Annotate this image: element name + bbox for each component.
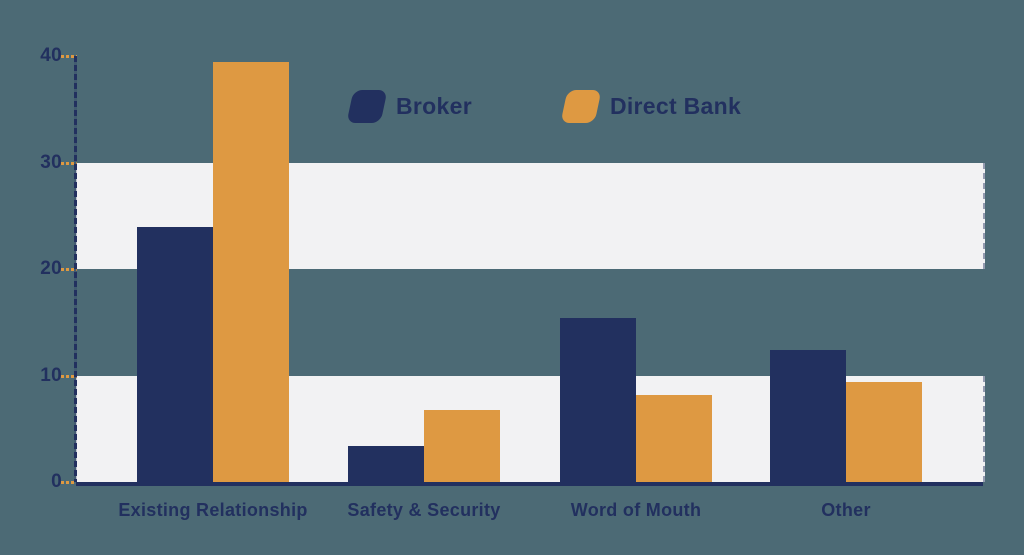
y-tick-20 (61, 268, 77, 271)
y-tick-label-20: 20 (40, 258, 62, 279)
bar-direct-bank-word-of-mouth (636, 394, 712, 482)
y-tick-40 (61, 55, 77, 58)
legend-swatch-broker-icon (346, 90, 388, 123)
legend-item-broker: Broker (346, 90, 472, 123)
y-tick-label-40: 40 (40, 45, 62, 66)
x-axis (76, 482, 983, 486)
legend: Broker Direct Bank (346, 90, 742, 123)
bar-direct-bank-safety-security (424, 409, 500, 482)
x-category-label-existing-relationship: Existing Relationship (118, 500, 308, 520)
legend-label-broker: Broker (396, 93, 472, 119)
legend-label-direct-bank: Direct Bank (609, 93, 742, 119)
y-tick-label-0: 0 (51, 471, 62, 492)
legend-swatch-direct-bank-icon (560, 90, 602, 123)
legend-item-direct-bank: Direct Bank (560, 90, 742, 123)
bar-direct-bank-other (846, 381, 922, 482)
x-category-label-word-of-mouth: Word of Mouth (570, 500, 702, 520)
bar-broker-other (770, 349, 846, 482)
x-category-label-other: Other (821, 500, 871, 520)
x-category-label-safety-security: Safety & Security (347, 500, 501, 520)
bar-broker-word-of-mouth (560, 317, 636, 482)
bar-direct-bank-existing-relationship (213, 62, 289, 482)
y-tick-0 (61, 481, 77, 484)
y-axis (74, 56, 77, 482)
bar-broker-safety-security (348, 445, 424, 482)
y-tick-label-30: 30 (40, 151, 62, 173)
y-tick-30 (61, 161, 77, 165)
bar-broker-existing-relationship (137, 227, 213, 482)
y-tick-label-10: 10 (40, 364, 62, 386)
y-tick-10 (61, 374, 77, 378)
